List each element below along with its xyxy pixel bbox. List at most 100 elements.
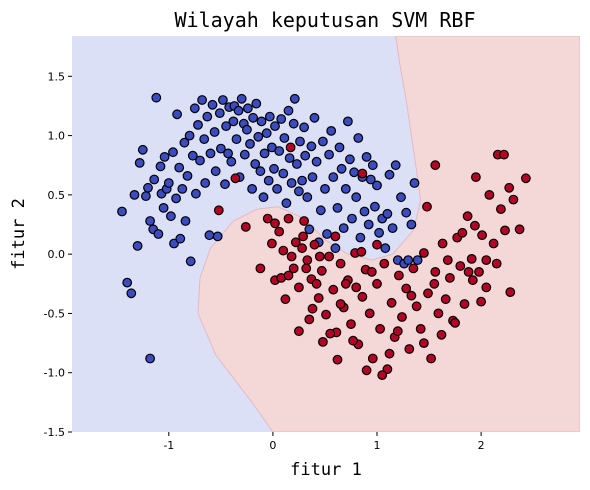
data-point-class-0 <box>180 216 191 226</box>
data-point-class-0 <box>220 179 230 190</box>
data-point-class-0 <box>297 175 308 186</box>
data-point-class-1 <box>309 239 320 250</box>
data-point-class-1 <box>386 297 397 308</box>
data-point-class-0 <box>258 192 269 203</box>
data-point-class-0 <box>403 255 414 266</box>
data-point-class-1 <box>476 296 487 307</box>
data-point-class-0 <box>380 243 391 254</box>
chart-title: Wilayah keputusan SVM RBF <box>174 8 475 32</box>
data-point-class-0 <box>193 119 203 130</box>
data-point-class-1 <box>348 335 359 346</box>
data-point-class-1 <box>294 282 304 293</box>
data-point-class-0 <box>283 105 294 116</box>
y-axis-label: fitur 2 <box>9 198 29 270</box>
data-point-class-0 <box>279 133 290 143</box>
data-point-class-1 <box>288 263 299 274</box>
data-point-class-0 <box>221 121 232 131</box>
data-point-class-1 <box>283 270 294 281</box>
data-point-class-1 <box>270 218 280 229</box>
data-point-class-0 <box>239 149 250 160</box>
data-point-class-1 <box>484 189 495 200</box>
data-point-class-0 <box>295 136 305 147</box>
data-point-class-1 <box>455 261 466 271</box>
data-point-class-1 <box>314 251 325 262</box>
data-point-class-0 <box>322 229 332 239</box>
region-class-1 <box>197 36 580 432</box>
data-point-class-1 <box>423 288 433 299</box>
y-tick-label: -1.0 <box>44 367 65 380</box>
data-point-class-1 <box>401 283 412 294</box>
data-point-class-1 <box>372 239 382 250</box>
data-point-class-1 <box>384 348 395 359</box>
data-point-class-0 <box>117 206 127 217</box>
data-point-class-0 <box>256 116 267 127</box>
data-point-class-1 <box>290 237 301 248</box>
data-point-class-1 <box>311 278 322 289</box>
data-point-class-0 <box>163 178 174 188</box>
data-point-class-1 <box>459 299 470 309</box>
data-point-class-0 <box>390 160 401 171</box>
data-point-class-1 <box>318 337 328 347</box>
data-point-class-0 <box>129 189 140 200</box>
data-point-class-0 <box>382 208 393 219</box>
data-point-class-0 <box>165 211 176 222</box>
data-point-class-0 <box>263 175 274 186</box>
data-point-class-0 <box>228 116 239 127</box>
data-point-class-1 <box>462 211 473 222</box>
data-point-class-1 <box>496 204 506 215</box>
data-point-class-1 <box>467 275 478 286</box>
data-point-class-0 <box>396 192 406 203</box>
scatter-points <box>117 92 531 381</box>
data-point-class-0 <box>145 353 156 364</box>
data-point-class-0 <box>343 116 353 127</box>
data-point-class-0 <box>349 167 360 178</box>
data-point-class-1 <box>406 290 417 301</box>
data-point-class-0 <box>306 141 317 152</box>
x-tick-label: 0 <box>269 439 276 452</box>
data-point-class-1 <box>430 160 441 171</box>
data-point-class-0 <box>204 230 215 241</box>
data-point-class-0 <box>214 108 225 118</box>
data-point-class-0 <box>168 147 178 158</box>
data-point-class-0 <box>336 163 347 174</box>
data-point-class-0 <box>207 99 218 110</box>
data-point-class-1 <box>440 294 451 305</box>
data-point-class-1 <box>294 326 304 337</box>
data-point-class-1 <box>230 173 241 184</box>
data-point-class-1 <box>267 238 277 249</box>
data-point-class-0 <box>281 198 292 209</box>
data-point-class-1 <box>361 365 372 376</box>
data-point-class-1 <box>481 255 492 266</box>
data-point-class-1 <box>457 227 468 238</box>
data-point-class-0 <box>231 134 242 145</box>
data-point-class-0 <box>242 103 253 114</box>
data-point-class-0 <box>155 161 166 172</box>
data-point-class-1 <box>505 287 516 298</box>
data-point-class-0 <box>286 178 297 188</box>
data-point-class-1 <box>298 231 309 242</box>
data-point-class-0 <box>330 243 341 254</box>
data-point-class-1 <box>357 168 368 179</box>
data-point-class-1 <box>466 253 477 264</box>
data-point-class-0 <box>361 151 372 162</box>
data-point-class-1 <box>307 303 318 314</box>
data-point-class-0 <box>175 233 186 244</box>
data-point-class-0 <box>215 143 226 154</box>
data-point-class-0 <box>122 277 133 288</box>
data-point-class-1 <box>285 142 296 153</box>
data-point-class-1 <box>419 248 429 258</box>
data-point-class-1 <box>262 213 273 224</box>
data-point-class-1 <box>340 278 351 289</box>
data-point-class-0 <box>289 93 300 104</box>
data-point-class-0 <box>367 160 378 171</box>
data-point-class-0 <box>324 149 335 160</box>
data-point-class-1 <box>404 344 415 354</box>
data-point-class-0 <box>190 188 201 199</box>
data-point-class-0 <box>248 112 259 123</box>
data-point-class-1 <box>330 231 341 242</box>
data-point-class-0 <box>304 224 315 235</box>
data-point-class-0 <box>276 114 287 124</box>
data-point-class-0 <box>353 133 364 143</box>
data-point-class-0 <box>270 121 280 131</box>
